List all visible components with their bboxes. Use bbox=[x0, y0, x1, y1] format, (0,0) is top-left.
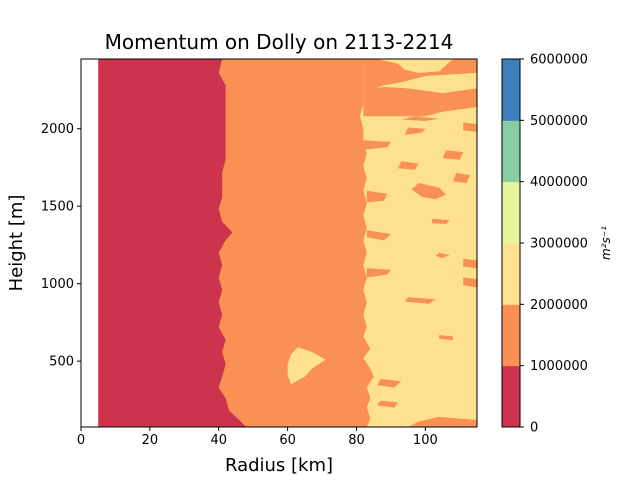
contour-island-5 bbox=[439, 335, 453, 341]
colorbar-segment bbox=[502, 304, 520, 367]
contour-island-9 bbox=[463, 258, 477, 269]
colorbar-segment bbox=[502, 365, 520, 428]
colorbar: 0 1000000 2000000 3000000 4000000 5000000 6000… bbox=[501, 53, 588, 436]
contour-island-8 bbox=[366, 268, 391, 278]
plot-area bbox=[80, 58, 478, 428]
colorbar-segment bbox=[502, 181, 520, 244]
x-tick-label: 0 bbox=[77, 433, 85, 448]
contour-island-21 bbox=[401, 116, 440, 121]
colorbar-segment bbox=[502, 120, 520, 183]
colorbar-tick-label: 4000000 bbox=[530, 175, 588, 190]
y-tick-label: 500 bbox=[49, 355, 74, 370]
colorbar-label: m²s⁻¹ bbox=[599, 226, 613, 260]
contour-island-23 bbox=[363, 59, 477, 92]
colorbar-tick-label: 3000000 bbox=[530, 237, 588, 252]
colorbar-tick-label: 5000000 bbox=[530, 114, 588, 129]
colorbar-segment bbox=[502, 243, 520, 305]
y-tick-label: 2000 bbox=[41, 122, 74, 137]
contour-island-22 bbox=[363, 86, 477, 117]
colorbar-tick-label: 0 bbox=[530, 421, 538, 436]
x-axis: 0 20 40 60 80 100 bbox=[77, 427, 438, 448]
contour-island-12 bbox=[432, 218, 450, 224]
contour-island-17 bbox=[442, 150, 464, 160]
contour-island-18 bbox=[363, 140, 391, 150]
contour-island-3 bbox=[377, 400, 398, 408]
contour-island-2 bbox=[408, 416, 477, 427]
contour-island-15 bbox=[452, 172, 471, 183]
contour-island-7 bbox=[463, 277, 477, 288]
contour-island-10 bbox=[435, 252, 450, 259]
x-axis-label: Radius [km] bbox=[225, 455, 333, 476]
y-axis: 500 1000 1500 2000 bbox=[41, 122, 81, 370]
y-axis-label: Height [m] bbox=[6, 195, 27, 292]
chart-title: Momentum on Dolly on 2113-2214 bbox=[105, 30, 454, 54]
contour-island-13 bbox=[366, 190, 388, 203]
colorbar-tick-label: 6000000 bbox=[530, 53, 588, 68]
colorbar-tick-label: 2000000 bbox=[530, 298, 588, 313]
plot-frame bbox=[80, 58, 478, 428]
x-tick-label: 100 bbox=[413, 433, 438, 448]
contour-island-11 bbox=[366, 230, 391, 241]
contour-island-1 bbox=[287, 347, 326, 385]
x-tick-label: 80 bbox=[348, 433, 365, 448]
contour-island-20 bbox=[463, 122, 477, 132]
x-tick-label: 40 bbox=[210, 433, 227, 448]
colorbar-segment bbox=[502, 59, 520, 121]
contour-island-19 bbox=[404, 127, 426, 135]
contour-island-6 bbox=[404, 297, 436, 304]
contour-island-4 bbox=[377, 379, 402, 388]
colorbar-tick-label: 1000000 bbox=[530, 359, 588, 374]
x-tick-label: 20 bbox=[142, 433, 159, 448]
y-tick-label: 1500 bbox=[41, 200, 74, 215]
contour-island-14 bbox=[411, 183, 446, 200]
x-tick-label: 60 bbox=[279, 433, 296, 448]
y-tick-label: 1000 bbox=[41, 277, 74, 292]
contour-island-16 bbox=[397, 161, 419, 170]
